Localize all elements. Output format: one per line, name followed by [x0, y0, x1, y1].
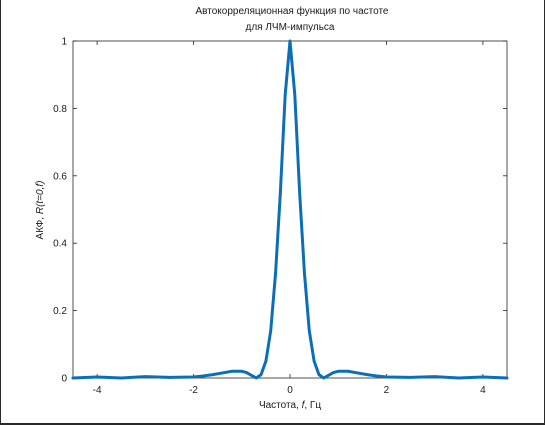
series-line	[71, 39, 509, 380]
chart-title-line-1: Автокорреляционная функция по частоте	[195, 5, 388, 17]
chart-title-line-2: для ЛЧМ-импульса	[245, 22, 334, 33]
x-tick-label: 2	[384, 385, 390, 396]
y-tick-label: 0.6	[53, 171, 67, 182]
y-tick-label: 1	[61, 37, 67, 48]
y-tick-label: 0.8	[53, 104, 67, 115]
x-tick-label: -2	[189, 385, 198, 396]
window-edge-left	[0, 0, 1, 425]
plot-area	[72, 40, 508, 379]
x-tick-label: -4	[93, 385, 102, 396]
y-tick-label: 0	[61, 374, 67, 385]
y-axis-label: АКФ, R(t=0,f)	[35, 181, 46, 240]
x-tick-label: 4	[480, 385, 486, 396]
x-axis-label: Частота, f, Гц	[259, 400, 321, 411]
window-edge-bottom	[0, 423, 545, 425]
tick-label-group: -4 -2 0 2 4 0 0.2 0.4 0.6 0.8 1	[53, 37, 486, 397]
y-tick-label: 0.4	[53, 239, 67, 250]
x-tick-label: 0	[287, 385, 293, 396]
series-group	[71, 39, 509, 380]
y-tick-label: 0.2	[53, 306, 67, 317]
